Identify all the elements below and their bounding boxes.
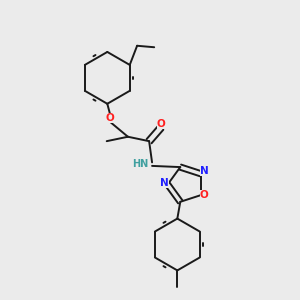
- Text: N: N: [160, 178, 169, 188]
- Text: O: O: [157, 119, 165, 129]
- Text: O: O: [200, 190, 208, 200]
- Text: HN: HN: [132, 159, 148, 169]
- Text: N: N: [200, 167, 208, 176]
- Text: O: O: [106, 113, 115, 124]
